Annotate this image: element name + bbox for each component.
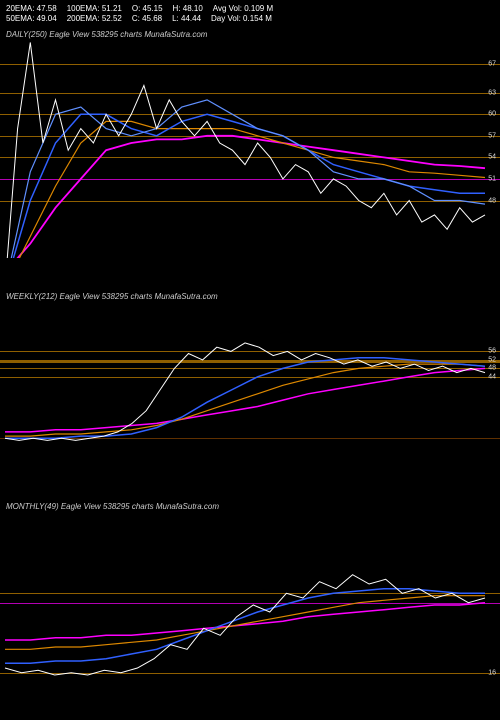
series-50ema xyxy=(5,589,485,664)
header-row-1: 20EMA: 47.58 100EMA: 51.21 O: 45.15 H: 48.1… xyxy=(6,4,283,14)
stat-item: 50EMA: 49.04 xyxy=(6,14,57,23)
series-price xyxy=(5,343,485,441)
series-200ema xyxy=(5,136,485,258)
chart-panel: DAILY(250) Eagle View 538295 charts Muna… xyxy=(0,28,500,258)
header-stats: 20EMA: 47.58 100EMA: 51.21 O: 45.15 H: 48.1… xyxy=(6,4,283,24)
chart-svg xyxy=(0,290,500,470)
stat-item: O: 45.15 xyxy=(132,4,163,13)
series-100ema xyxy=(5,596,485,650)
stat-item: 20EMA: 47.58 xyxy=(6,4,57,13)
stat-item: L: 44.44 xyxy=(172,14,201,23)
stat-item: 100EMA: 51.21 xyxy=(67,4,122,13)
stat-item: 200EMA: 52.52 xyxy=(67,14,122,23)
panel-title: DAILY(250) Eagle View 538295 charts Muna… xyxy=(6,30,207,39)
chart-panel: MONTHLY(49) Eagle View 538295 charts Mun… xyxy=(0,500,500,710)
series-100ema xyxy=(5,364,485,436)
panel-title: MONTHLY(49) Eagle View 538295 charts Mun… xyxy=(6,502,219,511)
stat-item: H: 48.10 xyxy=(173,4,203,13)
chart-panel: WEEKLY(212) Eagle View 538295 charts Mun… xyxy=(0,290,500,470)
series-100ema xyxy=(5,121,485,258)
stat-item: C: 45.68 xyxy=(132,14,162,23)
series-200ema xyxy=(5,603,485,640)
panel-title: WEEKLY(212) Eagle View 538295 charts Mun… xyxy=(6,292,218,301)
chart-svg xyxy=(0,28,500,258)
chart-svg xyxy=(0,500,500,710)
series-200ema xyxy=(5,368,485,432)
header-row-2: 50EMA: 49.04 200EMA: 52.52 C: 45.68 L: 44.4… xyxy=(6,14,283,24)
stat-item: Day Vol: 0.154 M xyxy=(211,14,272,23)
series-20ema xyxy=(5,100,485,258)
stat-item: Avg Vol: 0.109 M xyxy=(213,4,273,13)
